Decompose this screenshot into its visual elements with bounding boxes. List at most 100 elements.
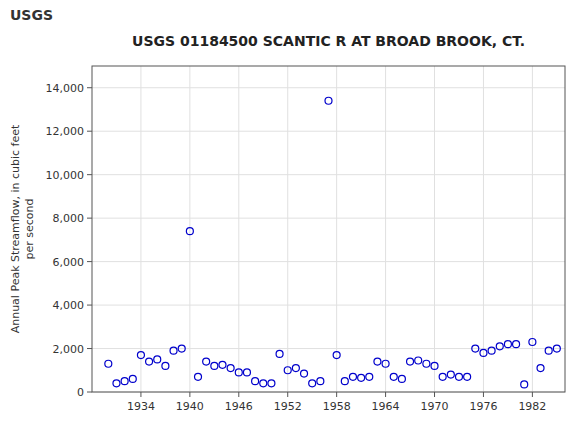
point bbox=[407, 358, 414, 365]
point bbox=[374, 358, 381, 365]
point bbox=[137, 352, 144, 359]
grid-line bbox=[92, 87, 565, 88]
grid-line bbox=[336, 66, 337, 392]
chart: USGS USGS 01184500 SCANTIC R AT BROAD BRO… bbox=[0, 0, 580, 430]
point bbox=[439, 373, 446, 380]
point bbox=[464, 373, 471, 380]
point bbox=[521, 381, 528, 388]
tick-label: 0 bbox=[77, 386, 84, 399]
point bbox=[203, 358, 210, 365]
grid-line bbox=[189, 66, 190, 392]
point bbox=[292, 365, 299, 372]
axis-label: Annual Peak Streamflow, in cubic feetper… bbox=[9, 124, 36, 333]
tick-mark bbox=[87, 305, 92, 306]
tick-label: 2,000 bbox=[53, 343, 85, 356]
tick-mark bbox=[532, 392, 533, 397]
tick-mark bbox=[238, 392, 239, 397]
point bbox=[545, 347, 552, 354]
grid-line bbox=[92, 218, 565, 219]
point bbox=[325, 97, 332, 104]
point bbox=[260, 380, 267, 387]
point bbox=[504, 341, 511, 348]
tick-label: 1964 bbox=[372, 400, 400, 413]
tick-label: 14,000 bbox=[46, 82, 85, 95]
tick-label: 1934 bbox=[127, 400, 155, 413]
point bbox=[129, 375, 136, 382]
tick-label: 12,000 bbox=[46, 125, 85, 138]
point bbox=[105, 360, 112, 367]
point bbox=[252, 378, 259, 385]
point bbox=[301, 370, 308, 377]
point bbox=[227, 365, 234, 372]
point bbox=[341, 378, 348, 385]
tick-mark bbox=[87, 218, 92, 219]
point bbox=[496, 343, 503, 350]
tick-mark bbox=[140, 392, 141, 397]
annotation: USGS bbox=[10, 7, 53, 23]
point bbox=[529, 339, 536, 346]
grid-line bbox=[238, 66, 239, 392]
grid-line bbox=[385, 66, 386, 392]
tick-mark bbox=[87, 131, 92, 132]
point bbox=[349, 373, 356, 380]
points bbox=[105, 97, 561, 388]
plot-frame bbox=[92, 66, 565, 392]
tick-label: 1976 bbox=[469, 400, 497, 413]
point bbox=[382, 360, 389, 367]
point bbox=[219, 361, 226, 368]
point bbox=[415, 357, 422, 364]
grid-line bbox=[92, 174, 565, 175]
tick-mark bbox=[483, 392, 484, 397]
point bbox=[113, 380, 120, 387]
grid bbox=[92, 66, 565, 392]
point bbox=[398, 375, 405, 382]
point bbox=[284, 367, 291, 374]
tick-label: 10,000 bbox=[46, 169, 85, 182]
tick-mark bbox=[385, 392, 386, 397]
point bbox=[358, 374, 365, 381]
grid-line bbox=[532, 66, 533, 392]
tick-label: 1946 bbox=[225, 400, 253, 413]
tick-mark bbox=[87, 348, 92, 349]
point bbox=[455, 373, 462, 380]
point bbox=[553, 345, 560, 352]
tick-mark bbox=[336, 392, 337, 397]
title: USGS 01184500 SCANTIC R AT BROAD BROOK, … bbox=[132, 33, 525, 49]
tick-label: 4,000 bbox=[53, 299, 85, 312]
point bbox=[178, 345, 185, 352]
tick-mark bbox=[87, 261, 92, 262]
grid-line bbox=[92, 305, 565, 306]
point bbox=[390, 373, 397, 380]
tick-mark bbox=[87, 174, 92, 175]
tick-mark bbox=[287, 392, 288, 397]
point bbox=[366, 373, 373, 380]
point bbox=[513, 341, 520, 348]
grid-line bbox=[92, 261, 565, 262]
point bbox=[235, 369, 242, 376]
point bbox=[309, 380, 316, 387]
tick-label: 8,000 bbox=[53, 212, 85, 225]
grid-line bbox=[140, 66, 141, 392]
point bbox=[472, 345, 479, 352]
tick-mark bbox=[189, 392, 190, 397]
point bbox=[423, 360, 430, 367]
tick-label: 6,000 bbox=[53, 256, 85, 269]
point bbox=[268, 380, 275, 387]
tick-label: 1940 bbox=[176, 400, 204, 413]
point bbox=[480, 349, 487, 356]
axes: 19341940194619521958196419701976198202,0… bbox=[46, 66, 566, 413]
grid-line bbox=[92, 131, 565, 132]
axis-label-line: Annual Peak Streamflow, in cubic feet bbox=[9, 124, 22, 333]
point bbox=[488, 347, 495, 354]
grid-line bbox=[287, 66, 288, 392]
tick-label: 1952 bbox=[274, 400, 302, 413]
grid-line bbox=[483, 66, 484, 392]
point bbox=[146, 358, 153, 365]
point bbox=[211, 362, 218, 369]
tick-label: 1982 bbox=[518, 400, 546, 413]
point bbox=[537, 365, 544, 372]
tick-label: 1970 bbox=[421, 400, 449, 413]
point bbox=[154, 356, 161, 363]
point bbox=[447, 371, 454, 378]
point bbox=[317, 378, 324, 385]
